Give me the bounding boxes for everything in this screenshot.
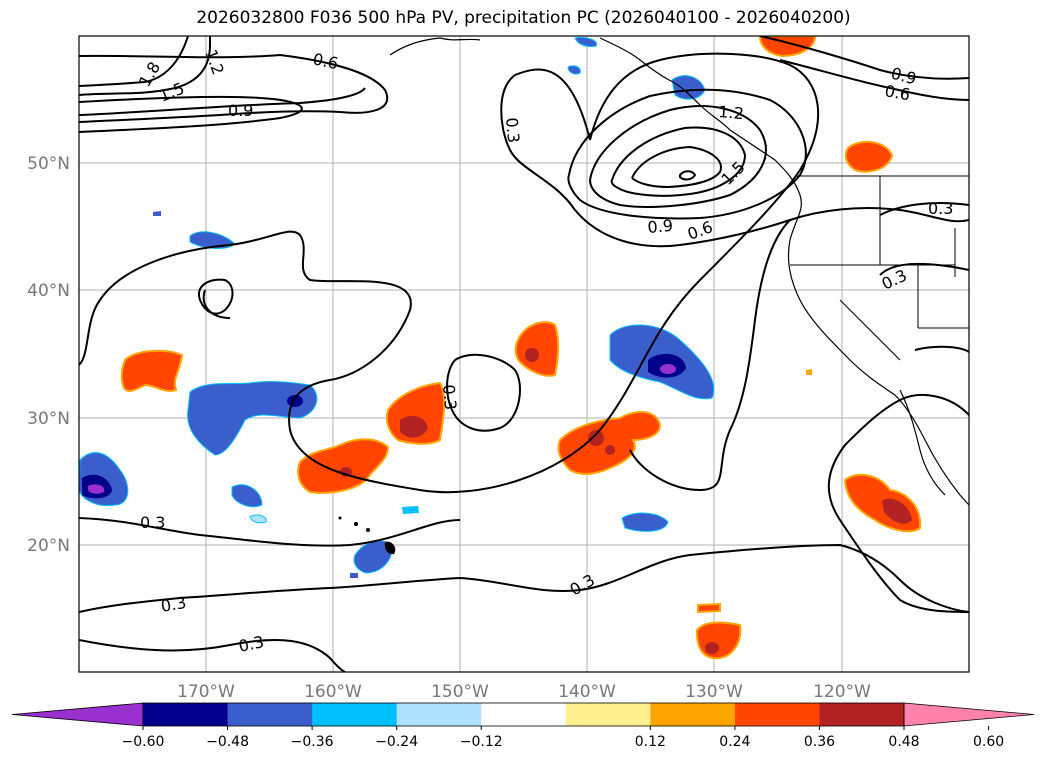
contour-label: 0.9 bbox=[228, 101, 253, 120]
contour-label: 0.3 bbox=[237, 632, 266, 656]
lat-label: 30°N bbox=[27, 409, 70, 429]
precip-blob-positive bbox=[605, 445, 615, 455]
colorbar-segment bbox=[396, 703, 482, 726]
precip-blob-negative bbox=[249, 514, 267, 524]
pv-contour-0.6 bbox=[567, 88, 807, 220]
colorbar-tick-label: 0.12 bbox=[635, 734, 666, 750]
alaska-coastline bbox=[389, 37, 481, 56]
baja-peninsula-coastline bbox=[899, 389, 946, 496]
precip-blob-positive bbox=[758, 36, 817, 58]
precip-blob-negative bbox=[231, 484, 263, 508]
precip-blob-positive bbox=[806, 369, 812, 375]
pv-contour-1.5 bbox=[631, 145, 722, 189]
colorbar: −0.60 −0.48 −0.36 −0.24 −0.12 0.12 0.24 0.36 0.4… bbox=[11, 702, 1035, 750]
pv-contour-1.5 bbox=[79, 36, 211, 96]
map-frame bbox=[78, 35, 970, 673]
colorbar-segment bbox=[734, 703, 820, 726]
colorbar-segment bbox=[481, 703, 567, 726]
pv-contour-0.3 bbox=[914, 345, 969, 353]
precip-blob-negative bbox=[402, 506, 419, 514]
political-borders bbox=[790, 175, 969, 361]
pv-contour-0.3 bbox=[79, 517, 461, 547]
contour-label: 0.6 bbox=[883, 81, 911, 104]
colorbar-tick-label: 0.36 bbox=[804, 734, 835, 750]
colorbar-segment bbox=[650, 703, 736, 726]
pv-contour-0.9 bbox=[759, 36, 969, 80]
pv-contour-1.8 bbox=[79, 36, 189, 87]
colorbar-segment bbox=[312, 703, 398, 726]
precip-blob-positive bbox=[557, 411, 662, 475]
lon-label: 160°W bbox=[304, 682, 362, 702]
precip-blob-positive bbox=[588, 430, 604, 446]
precip-blob-positive bbox=[525, 348, 539, 362]
lat-label: 20°N bbox=[27, 536, 70, 556]
lon-label: 120°W bbox=[813, 682, 871, 702]
pv-contour-0.3 bbox=[79, 52, 820, 494]
colorbar-tick-label: 0.24 bbox=[719, 734, 750, 750]
precip-blob-negative bbox=[350, 573, 358, 578]
pv-contour-0.3 bbox=[827, 394, 969, 613]
hawaiian-islands bbox=[338, 516, 396, 555]
precip-blob-negative bbox=[574, 37, 598, 48]
pv-contour-1.2 bbox=[610, 126, 747, 197]
pv-contour-0.9 bbox=[589, 105, 767, 208]
pv-contour-0.3 bbox=[879, 262, 969, 276]
precip-blob-positive bbox=[514, 321, 559, 377]
pv-contour-0.3 bbox=[629, 219, 791, 492]
precip-blob-negative bbox=[660, 364, 676, 374]
colorbar-segment bbox=[227, 703, 313, 726]
pv-contour-0.6 bbox=[79, 53, 389, 123]
pv-contour-0.6 bbox=[779, 59, 969, 101]
colorbar-tick-label: −0.48 bbox=[206, 734, 249, 750]
lon-label: 150°W bbox=[431, 682, 489, 702]
precip-blob-negative bbox=[621, 512, 669, 532]
precip-blob-positive bbox=[705, 642, 719, 654]
pv-contour-0.3 bbox=[500, 68, 969, 248]
colorbar-extend-max bbox=[903, 702, 1035, 727]
colorbar-tick-label: 0.60 bbox=[973, 734, 1004, 750]
contour-label: 0.3 bbox=[439, 384, 460, 411]
pv-contour-0.3 bbox=[79, 638, 346, 672]
alaska-coastline bbox=[599, 37, 670, 81]
precip-blob-negative bbox=[79, 452, 129, 507]
pv-contour-0.3 bbox=[879, 202, 969, 216]
pv-contour-0.3 bbox=[202, 289, 231, 319]
lon-label: 130°W bbox=[685, 682, 743, 702]
precip-blob-positive bbox=[400, 416, 428, 438]
lat-label: 40°N bbox=[27, 281, 70, 301]
contour-label: 0.3 bbox=[159, 593, 187, 616]
colorbar-tick-label: 0.48 bbox=[888, 734, 919, 750]
precip-blob-positive bbox=[844, 140, 894, 173]
colorbar-frame bbox=[142, 702, 905, 727]
contour-label: 0.9 bbox=[647, 216, 674, 237]
colorbar-segment bbox=[565, 703, 651, 726]
colorbar-segment bbox=[143, 703, 229, 726]
contour-label: 0.3 bbox=[140, 513, 165, 532]
lon-label: 170°W bbox=[177, 682, 235, 702]
lon-label: 140°W bbox=[558, 682, 616, 702]
colorbar-tick-label: −0.24 bbox=[375, 734, 418, 750]
lat-label: 50°N bbox=[27, 154, 70, 174]
precip-blob-positive bbox=[697, 602, 721, 614]
contour-label: 0.6 bbox=[311, 49, 340, 73]
pv-contour-1.8 bbox=[679, 170, 697, 181]
pv-contour-0.9 bbox=[79, 95, 303, 133]
colorbar-tick-label: −0.12 bbox=[460, 734, 503, 750]
contour-label: 1.2 bbox=[718, 102, 745, 123]
precip-blob-positive bbox=[882, 498, 912, 524]
colorbar-tick-label: −0.60 bbox=[122, 734, 165, 750]
contour-label: 0.3 bbox=[928, 199, 953, 218]
colorbar-segment bbox=[819, 703, 905, 726]
colorbar-tick-label: −0.36 bbox=[291, 734, 334, 750]
precip-blob-positive bbox=[120, 349, 184, 392]
precip-blob-negative bbox=[567, 65, 581, 75]
colorbar-extend-min bbox=[11, 702, 144, 727]
pv-contour-0.6 bbox=[79, 87, 366, 116]
contour-label: 0.3 bbox=[502, 117, 523, 144]
precip-blob-negative bbox=[153, 211, 161, 216]
map-title: 2026032800 F036 500 hPa PV, precipitatio… bbox=[196, 8, 851, 28]
pv-contour-0.6 bbox=[446, 353, 521, 432]
